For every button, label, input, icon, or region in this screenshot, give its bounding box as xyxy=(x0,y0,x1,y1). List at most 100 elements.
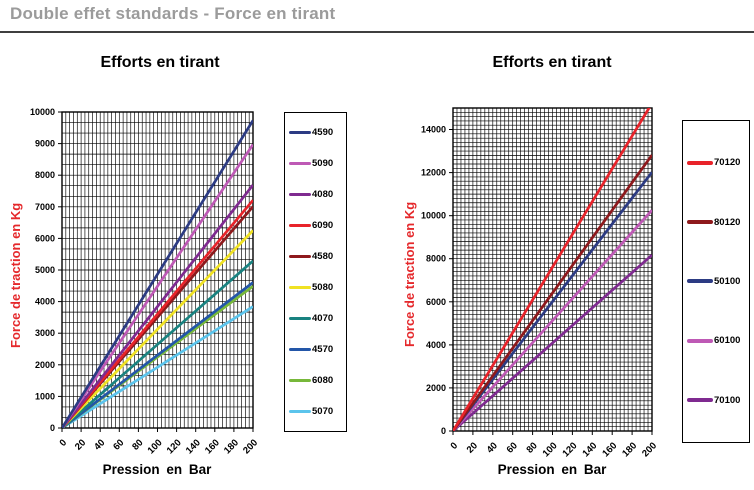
legend-label: 4070 xyxy=(312,313,334,324)
legend-label: 80120 xyxy=(714,216,741,228)
y-tick-label: 14000 xyxy=(421,125,446,135)
y-tick-label: 9000 xyxy=(35,139,55,149)
y-tick-label: 10000 xyxy=(421,211,446,221)
chart-efforts-en-tirant-right: Efforts en tirant Force de traction en K… xyxy=(390,52,754,490)
grid xyxy=(453,108,652,431)
legend-label: 5080 xyxy=(312,282,334,293)
x-tick-label: 160 xyxy=(203,437,222,456)
y-tick-label: 2000 xyxy=(426,383,446,393)
series-line-4570 xyxy=(62,281,253,428)
legend-label: 4590 xyxy=(312,127,334,138)
legend-label: 50100 xyxy=(714,275,741,287)
legend-label: 6080 xyxy=(312,375,334,386)
legend-swatch-50100 xyxy=(687,279,713,284)
x-tick-label: 40 xyxy=(92,437,107,452)
y-tick-label: 7000 xyxy=(35,202,55,212)
legend-item-5080: 5080 xyxy=(285,282,346,293)
legend-swatch-4580 xyxy=(289,255,311,258)
y-tick-label: 0 xyxy=(50,423,55,433)
x-tick-label: 80 xyxy=(524,440,539,455)
x-tick-label: 20 xyxy=(73,437,88,452)
x-tick-label: 60 xyxy=(111,437,126,452)
legend-swatch-60100 xyxy=(687,338,713,343)
legend-item-4590: 4590 xyxy=(285,127,346,138)
x-tick-label: 180 xyxy=(222,437,241,456)
x-tick-label: 180 xyxy=(620,440,639,459)
legend-item-70120: 70120 xyxy=(683,157,749,168)
y-tick-label: 12000 xyxy=(421,168,446,178)
legend-label: 60100 xyxy=(714,335,741,347)
x-tick-label: 80 xyxy=(130,437,145,452)
legend-swatch-5070 xyxy=(289,410,311,413)
plot-area: 0100020003000400050006000700080009000100… xyxy=(30,107,260,456)
legend-swatch-4080 xyxy=(289,193,311,196)
y-tick-label: 8000 xyxy=(35,170,55,180)
legend-item-4070: 4070 xyxy=(285,313,346,324)
legend-label: 4570 xyxy=(312,344,334,355)
legend-item-60100: 60100 xyxy=(683,335,749,346)
legend-item-70100: 70100 xyxy=(683,395,749,406)
legend-item-6090: 6090 xyxy=(285,220,346,231)
legend-swatch-5080 xyxy=(289,286,311,289)
y-tick-label: 6000 xyxy=(426,297,446,307)
series-line-6090 xyxy=(62,199,253,428)
series-line-80120 xyxy=(453,154,652,431)
x-tick-label: 100 xyxy=(146,437,165,456)
x-tick-label: 200 xyxy=(640,440,659,459)
header-rule xyxy=(0,31,754,33)
legend-label: 70120 xyxy=(714,157,741,169)
legend-swatch-70100 xyxy=(687,398,713,403)
y-tick-label: 2000 xyxy=(35,360,55,370)
x-axis-label: Pression en Bar xyxy=(497,462,607,477)
x-tick-label: 200 xyxy=(241,437,260,456)
plot-area: 0 2000 4000 6000 8000 10000 12000 14000 0 20 40 60 8… xyxy=(421,107,659,459)
series-line-60100 xyxy=(453,209,652,431)
legend-item-4080: 4080 xyxy=(285,189,346,200)
legend-swatch-4570 xyxy=(289,348,311,351)
legend: 4590 5090 4080 6090 4580 5080 4070 4570 6080 5070 xyxy=(284,112,347,432)
legend-item-6080: 6080 xyxy=(285,375,346,386)
series-line-5080 xyxy=(62,229,253,428)
legend-label: 5090 xyxy=(312,158,334,169)
series-line-5090 xyxy=(62,143,253,428)
x-tick-label: 0 xyxy=(58,437,70,449)
chart-efforts-en-tirant-left: Efforts en tirant Force de traction en K… xyxy=(0,52,380,490)
x-tick-label: 140 xyxy=(184,437,203,456)
x-axis-label: Pression en Bar xyxy=(102,462,212,477)
y-tick-label: 3000 xyxy=(35,328,55,338)
legend: 70120 80120 50100 60100 70100 xyxy=(682,120,750,443)
legend-label: 5070 xyxy=(312,406,334,417)
legend-label: 6090 xyxy=(312,220,334,231)
legend-item-4580: 4580 xyxy=(285,251,346,262)
x-tick-label: 20 xyxy=(465,440,480,455)
y-tick-label: 5000 xyxy=(35,265,55,275)
legend-swatch-4590 xyxy=(289,131,311,134)
y-tick-label: 6000 xyxy=(35,233,55,243)
legend-swatch-6090 xyxy=(289,224,311,227)
y-tick-label: 1000 xyxy=(35,391,55,401)
legend-label: 70100 xyxy=(714,394,741,406)
legend-item-5090: 5090 xyxy=(285,158,346,169)
legend-item-50100: 50100 xyxy=(683,276,749,287)
x-tick-label: 120 xyxy=(165,437,184,456)
legend-item-5070: 5070 xyxy=(285,406,346,417)
legend-swatch-70120 xyxy=(687,160,713,165)
legend-swatch-80120 xyxy=(687,220,713,225)
legend-item-80120: 80120 xyxy=(683,217,749,228)
legend-swatch-4070 xyxy=(289,317,311,320)
legend-label: 4080 xyxy=(312,189,334,200)
chart-title: Efforts en tirant xyxy=(492,54,612,71)
series-line-4080 xyxy=(62,184,253,428)
series-line-50100 xyxy=(453,171,652,431)
x-tick-label: 160 xyxy=(600,440,619,459)
x-tick-label: 60 xyxy=(505,440,520,455)
y-tick-label: 4000 xyxy=(426,340,446,350)
x-tick-label: 140 xyxy=(580,440,599,459)
legend-swatch-6080 xyxy=(289,379,311,382)
series-line-4070 xyxy=(62,259,253,428)
y-tick-label: 8000 xyxy=(426,254,446,264)
legend-label: 4580 xyxy=(312,251,334,262)
x-tick-label: 0 xyxy=(449,440,461,452)
series-line-5070 xyxy=(62,305,253,428)
